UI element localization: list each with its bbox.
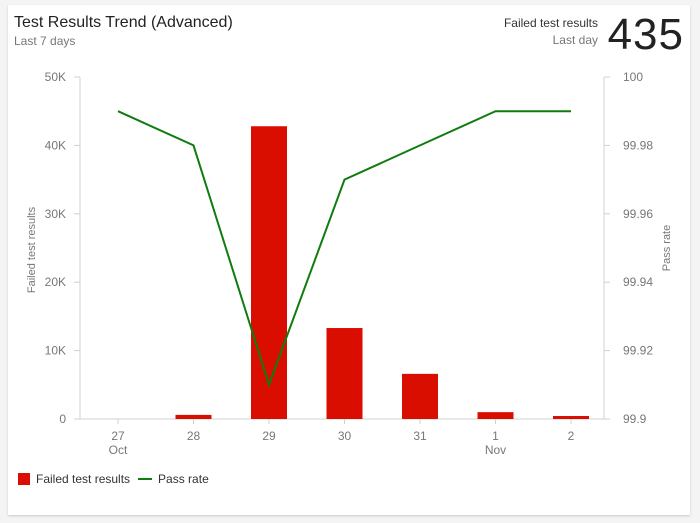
x-tick-label: 28 — [187, 429, 201, 443]
legend-label-failed[interactable]: Failed test results — [36, 472, 131, 486]
left-axis-title: Failed test results — [26, 206, 38, 293]
kpi-period: Last day — [552, 33, 598, 47]
chart-legend: Failed test results Pass rate — [18, 472, 209, 486]
legend-bar-swatch-icon — [18, 473, 30, 485]
kpi-label: Failed test results — [503, 16, 598, 30]
x-tick-label: 2 — [568, 429, 575, 443]
bar-failed-results[interactable] — [553, 416, 589, 419]
widget-subtitle: Last 7 days — [14, 34, 76, 48]
x-tick-label: 29 — [262, 429, 276, 443]
bar-failed-results[interactable] — [402, 373, 438, 419]
left-tick-label: 30K — [45, 207, 66, 221]
legend-line-swatch-icon — [138, 478, 153, 480]
pass-rate-line[interactable] — [117, 110, 571, 388]
widget-card — [8, 5, 690, 515]
x-tick-label: 31 — [413, 429, 427, 443]
right-axis-title: Pass rate — [661, 225, 673, 271]
right-tick-label: 99.96 — [623, 207, 653, 221]
bar-failed-results[interactable] — [326, 328, 363, 419]
bar-failed-results[interactable] — [175, 414, 212, 419]
x-tick-month-label: Nov — [485, 443, 506, 457]
left-tick-label: 40K — [45, 138, 66, 152]
legend-label-pass-rate[interactable]: Pass rate — [158, 472, 209, 486]
right-tick-label: 99.98 — [623, 138, 653, 152]
x-tick-label: 1 — [492, 429, 499, 443]
right-tick-label: 99.94 — [623, 275, 653, 289]
kpi-value: 435 — [607, 10, 684, 59]
right-tick-label: 99.92 — [623, 344, 653, 358]
x-tick-label: 30 — [338, 429, 352, 443]
bar-failed-results[interactable] — [477, 412, 514, 419]
widget-title: Test Results Trend (Advanced) — [14, 14, 233, 31]
left-tick-label: 10K — [45, 344, 66, 358]
right-tick-label: 100 — [623, 70, 643, 84]
bar-failed-results[interactable] — [251, 126, 287, 420]
right-tick-label: 99.9 — [623, 412, 647, 426]
left-tick-label: 50K — [45, 70, 66, 84]
left-tick-label: 20K — [45, 275, 66, 289]
x-tick-month-label: Oct — [109, 443, 128, 457]
left-tick-label: 0 — [59, 412, 66, 426]
x-tick-label: 27 — [111, 429, 125, 443]
